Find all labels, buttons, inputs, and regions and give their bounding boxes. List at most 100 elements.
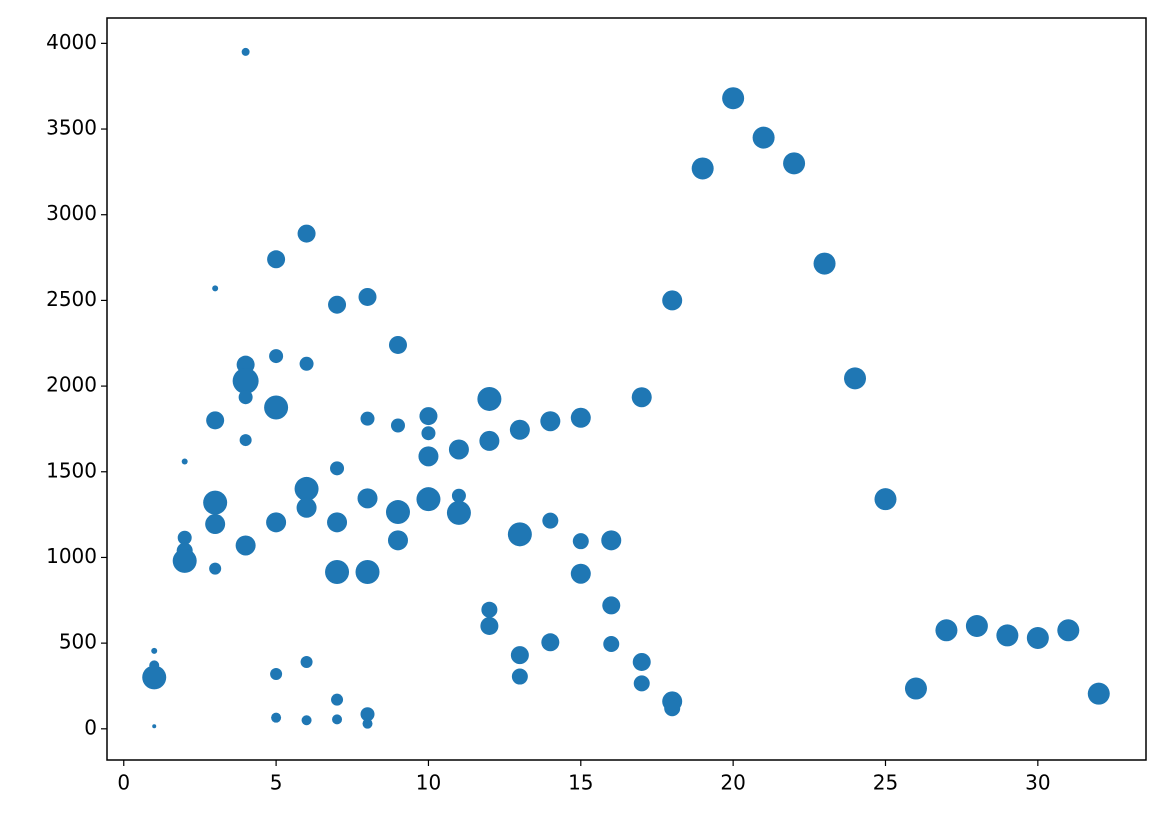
y-tick-label: 500 [59, 630, 97, 654]
point [239, 434, 252, 447]
point [177, 530, 192, 545]
x-tick-label: 10 [416, 771, 441, 795]
point [390, 418, 405, 433]
point [448, 439, 469, 460]
point [935, 619, 958, 642]
point [510, 646, 529, 665]
x-tick-label: 5 [270, 771, 283, 795]
point [572, 533, 589, 550]
point [142, 665, 167, 690]
y-tick-label: 3000 [46, 201, 97, 225]
point [209, 562, 222, 575]
point [241, 47, 250, 56]
point [362, 718, 373, 729]
point [266, 512, 287, 533]
point [152, 724, 157, 729]
point [330, 461, 345, 476]
point [300, 655, 313, 668]
point [416, 487, 441, 512]
point [331, 693, 344, 706]
point [332, 714, 343, 725]
point [419, 407, 438, 426]
point [965, 614, 988, 637]
point [327, 512, 348, 533]
point [540, 411, 561, 432]
point [358, 287, 377, 306]
point [235, 535, 256, 556]
point [601, 530, 622, 551]
point [421, 426, 436, 441]
point [203, 490, 228, 515]
point [212, 285, 219, 292]
point [446, 500, 471, 525]
y-tick-label: 2500 [46, 287, 97, 311]
x-tick-label: 25 [873, 771, 898, 795]
point [722, 87, 745, 110]
y-tick-label: 4000 [46, 30, 97, 54]
point [205, 514, 226, 535]
point [301, 715, 312, 726]
plot-frame [106, 17, 1147, 761]
point [264, 395, 289, 420]
point [1026, 626, 1049, 649]
y-tick-label: 0 [84, 715, 97, 739]
point [238, 390, 253, 405]
point [570, 563, 591, 584]
point [691, 157, 714, 180]
y-tick-label: 1000 [46, 544, 97, 568]
point [267, 250, 286, 269]
point [299, 356, 314, 371]
point [418, 446, 439, 467]
point [509, 419, 530, 440]
point [904, 677, 927, 700]
point [357, 488, 378, 509]
point [844, 367, 867, 390]
y-tick-label: 1500 [46, 458, 97, 482]
point [360, 707, 375, 722]
point [481, 601, 498, 618]
point [874, 488, 897, 511]
point [632, 652, 651, 671]
y-tick-label: 3500 [46, 116, 97, 140]
point [477, 386, 502, 411]
point [385, 500, 410, 525]
point [270, 667, 283, 680]
point [631, 387, 652, 408]
point [602, 596, 621, 615]
point [1057, 619, 1080, 642]
point [269, 349, 284, 364]
point [542, 512, 559, 529]
point [355, 560, 380, 585]
point [752, 126, 775, 149]
point [813, 252, 836, 275]
point [271, 712, 282, 723]
point [172, 548, 197, 573]
point [294, 476, 319, 501]
point [206, 411, 225, 430]
point [181, 458, 188, 465]
point [480, 616, 499, 635]
point [662, 290, 683, 311]
point [151, 647, 158, 654]
point [996, 624, 1019, 647]
point [479, 430, 500, 451]
x-tick-label: 20 [720, 771, 745, 795]
point [297, 224, 316, 243]
point [451, 488, 466, 503]
point [325, 560, 350, 585]
point [783, 152, 806, 175]
point [387, 530, 408, 551]
x-tick-label: 0 [117, 771, 130, 795]
point [388, 335, 407, 354]
point [633, 675, 650, 692]
x-tick-label: 15 [568, 771, 593, 795]
point [232, 367, 259, 394]
point [603, 635, 620, 652]
point [511, 668, 528, 685]
point [664, 700, 681, 717]
point [570, 407, 591, 428]
point [1087, 682, 1110, 705]
point [360, 411, 375, 426]
point [541, 633, 560, 652]
